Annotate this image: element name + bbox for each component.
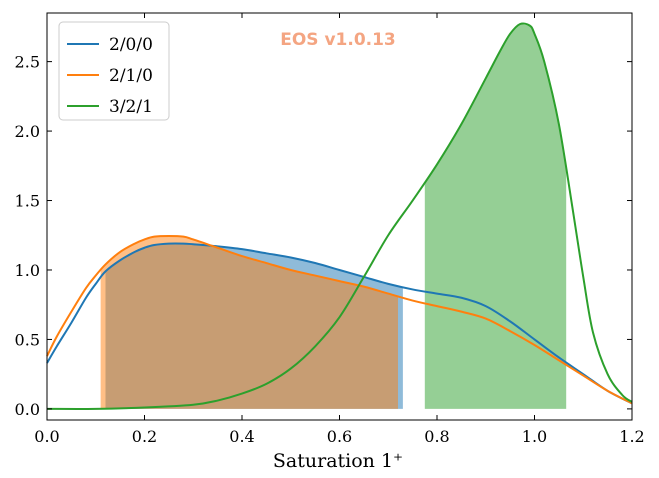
y-tick-label: 1.0 xyxy=(15,261,40,280)
y-tick-label: 0.0 xyxy=(15,400,40,419)
watermark-annotation: EOS v1.0.13 xyxy=(280,30,396,50)
series-lines xyxy=(46,22,633,410)
shade-area-1 xyxy=(100,236,398,409)
x-tick-label: 0.8 xyxy=(424,427,449,446)
axes: 0.0 0.2 0.4 0.6 0.8 1.0 1.2 0.0 0.5 1.0 1.5 2.0 2.5 xyxy=(15,12,645,446)
legend-label-2: 3/2/1 xyxy=(109,97,153,117)
legend-label-1: 2/1/0 xyxy=(109,66,153,86)
series-line-0 xyxy=(46,242,633,405)
x-tick-label: 1.2 xyxy=(619,427,644,446)
shaded-areas xyxy=(100,24,567,409)
y-tick-label: 1.5 xyxy=(15,192,40,211)
y-tick-label: 2.5 xyxy=(15,53,40,72)
y-tick-label: 2.0 xyxy=(15,122,40,141)
y-tick-label: 0.5 xyxy=(15,330,40,349)
legend: 2/0/0 2/1/0 3/2/1 xyxy=(58,21,170,121)
shade-area-2 xyxy=(424,24,567,409)
series-line-1 xyxy=(46,234,633,405)
series-line-2 xyxy=(46,22,633,410)
x-axis-label: Saturation 1⁺ xyxy=(273,450,403,472)
x-tick-label: 1.0 xyxy=(522,427,547,446)
legend-box xyxy=(58,21,170,121)
x-tick-label: 0.0 xyxy=(34,427,59,446)
x-tick-label: 0.2 xyxy=(132,427,157,446)
x-tick-label: 0.4 xyxy=(229,427,254,446)
x-tick-label: 0.6 xyxy=(327,427,352,446)
legend-label-0: 2/0/0 xyxy=(109,35,153,55)
